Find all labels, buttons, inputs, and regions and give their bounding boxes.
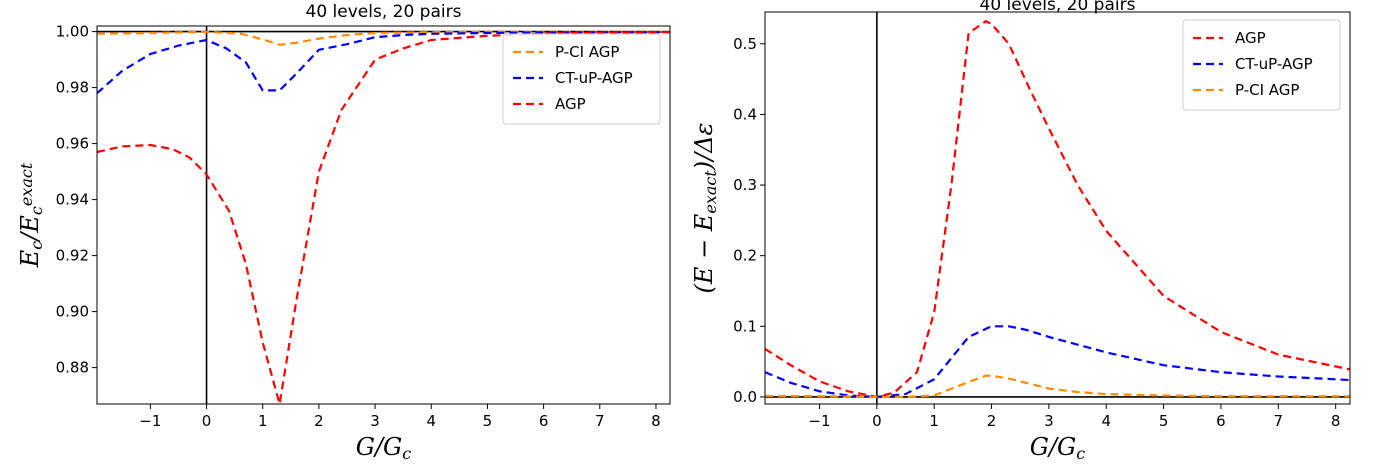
y-tick-label: 0.90: [56, 303, 89, 321]
series-line: [764, 325, 1351, 399]
x-tick-label: 8: [651, 412, 661, 430]
x-tick-label: 0: [872, 412, 882, 430]
plot-area: −1 0 1 2 3 4 5 6 7 8 0.0 0.1 0.2 0.3 0.4 0.5 AGP CT-uP-AG…: [733, 11, 1351, 430]
plot-frame: [764, 11, 1351, 405]
chart-title: 40 levels, 20 pairs: [980, 0, 1136, 15]
x-tick-label: 8: [1331, 412, 1341, 430]
y-tick-label: 0.5: [733, 35, 757, 53]
x-tick-label: 1: [929, 412, 939, 430]
series-line: [764, 19, 1351, 399]
y-tick-label: 0.92: [56, 247, 89, 265]
legend: P-CI AGP CT-uP-AGP AGP: [502, 33, 661, 125]
legend-box: [502, 33, 661, 125]
chart-title: 40 levels, 20 pairs: [306, 2, 462, 22]
legend-label: CT-uP-AGP: [555, 69, 633, 87]
series-line: [96, 31, 671, 405]
x-tick-label: 3: [370, 412, 380, 430]
left-panel: 40 levels, 20 pairs G/Gc Ec/Ecexact −1 0 1…: [16, 2, 671, 463]
x-tick-label: 7: [595, 412, 605, 430]
x-tick-label: 5: [1159, 412, 1169, 430]
plot-area: −1 0 1 2 3 4 5 6 7 8 0.88 0.90 0.92 0.94 0.96 0.98 1.00 P…: [56, 23, 671, 430]
y-tick-label: 0.2: [733, 247, 757, 265]
x-tick-label: 3: [1044, 412, 1054, 430]
y-tick-label: 0.0: [733, 388, 757, 406]
x-tick-label: 4: [1101, 412, 1111, 430]
y-tick-label: 0.3: [733, 176, 757, 194]
x-tick-label: 6: [539, 412, 549, 430]
y-tick-label: 0.98: [56, 79, 89, 97]
y-axis-label: Ec/Ecexact: [16, 162, 46, 268]
legend-label: AGP: [1235, 29, 1266, 47]
x-axis-label: G/Gc: [356, 433, 411, 463]
x-tick-label: 0: [202, 412, 212, 430]
y-tick-label: 0.1: [733, 317, 757, 335]
y-tick-label: 1.00: [56, 23, 89, 41]
series-line: [764, 374, 1350, 398]
x-tick-label: 7: [1274, 412, 1284, 430]
x-tick-label: 6: [1216, 412, 1226, 430]
series-line: [96, 31, 670, 95]
y-tick-label: 0.88: [56, 359, 89, 377]
legend-label: AGP: [555, 95, 586, 113]
y-tick-label: 0.94: [56, 191, 89, 209]
x-axis-label: G/Gc: [1030, 433, 1085, 463]
x-tick-label: 5: [483, 412, 493, 430]
x-tick-label: 2: [314, 412, 324, 430]
y-tick-label: 0.96: [56, 135, 89, 153]
x-tick-label: 2: [987, 412, 997, 430]
x-tick-label: 4: [426, 412, 436, 430]
x-tick-label: −1: [808, 412, 830, 430]
legend-label: CT-uP-AGP: [1235, 55, 1313, 73]
y-axis-label: (E − Eexact)/Δε: [690, 123, 720, 294]
right-panel: 40 levels, 20 pairs G/Gc (E − Eexact)/Δε…: [690, 0, 1351, 463]
plot-frame: [96, 25, 671, 405]
legend-box: [1182, 19, 1341, 111]
legend-label: P-CI AGP: [555, 43, 619, 61]
x-tick-label: 1: [258, 412, 268, 430]
y-tick-label: 0.4: [733, 105, 757, 123]
legend-label: P-CI AGP: [1235, 81, 1299, 99]
x-tick-label: −1: [139, 412, 161, 430]
legend: AGP CT-uP-AGP P-CI AGP: [1182, 19, 1341, 111]
